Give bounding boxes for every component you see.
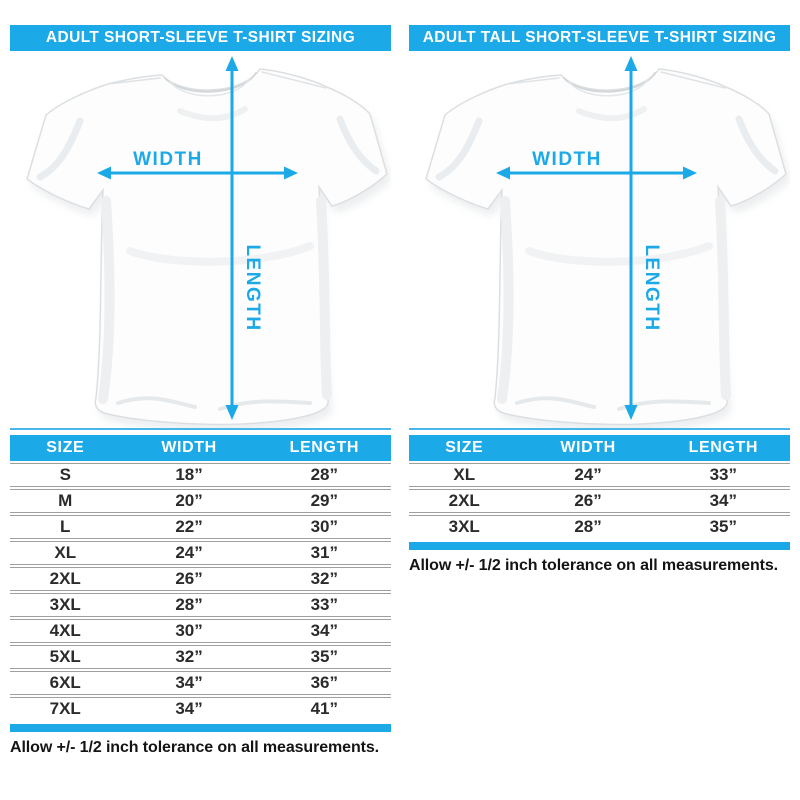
- width-measure-label: WIDTH: [133, 149, 203, 170]
- tshirt-illustration: WIDTH LENGTH: [10, 54, 391, 428]
- table-cell: 30”: [310, 517, 339, 536]
- table-cell: 34”: [310, 621, 339, 640]
- table-cell: 3XL: [49, 595, 81, 614]
- table-header-row: SIZE WIDTH LENGTH: [409, 435, 790, 461]
- table-cell: 36”: [310, 673, 339, 692]
- table-top-rule: [409, 428, 790, 430]
- table-row: 3XL 28” 33”: [10, 593, 391, 617]
- table-cell: XL: [453, 465, 476, 484]
- table-row: S 18” 28”: [10, 463, 391, 487]
- table-row: 7XL 34” 41”: [10, 697, 391, 721]
- tolerance-note: Allow +/- 1/2 inch tolerance on all meas…: [10, 739, 379, 756]
- tshirt-diagram-adult-tall: WIDTH LENGTH: [409, 51, 790, 428]
- table-cell: 5XL: [49, 647, 81, 666]
- table-cell: M: [58, 491, 73, 510]
- table-header-row: SIZE WIDTH LENGTH: [10, 435, 391, 461]
- panel-title-adult: ADULT SHORT-SLEEVE T-SHIRT SIZING: [10, 25, 391, 51]
- table-cell: 34”: [175, 673, 203, 692]
- measurement-arrows: WIDTH LENGTH: [494, 54, 699, 422]
- table-cell: 3XL: [448, 517, 480, 536]
- table-cell: 35”: [709, 517, 738, 536]
- table-cell: XL: [54, 543, 77, 562]
- table-row: XL 24” 31”: [10, 541, 391, 565]
- table-cell: 34”: [709, 491, 738, 510]
- tshirt-graphic: [426, 69, 790, 428]
- table-row: M 20” 29”: [10, 489, 391, 513]
- table-cell: 32”: [310, 569, 339, 588]
- table-cell: 31”: [310, 543, 339, 562]
- table-cell: 35”: [310, 647, 339, 666]
- table-cell: 30”: [175, 621, 203, 640]
- table-row: 5XL 32” 35”: [10, 645, 391, 669]
- length-measure-label: LENGTH: [242, 244, 263, 331]
- table-cell: 26”: [175, 569, 203, 588]
- table-cell: 2XL: [49, 569, 81, 588]
- table-bottom-bar: [409, 542, 790, 550]
- table-row: L 22” 30”: [10, 515, 391, 539]
- column-header: WIDTH: [161, 439, 217, 456]
- table-row: 2XL 26” 32”: [10, 567, 391, 591]
- table-cell: 24”: [175, 543, 203, 562]
- width-measure-label: WIDTH: [532, 149, 602, 170]
- tolerance-note: Allow +/- 1/2 inch tolerance on all meas…: [409, 557, 778, 574]
- column-header: SIZE: [46, 439, 85, 456]
- table-cell: 29”: [310, 491, 339, 510]
- table-bottom-bar: [10, 724, 391, 732]
- table-cell: 28”: [310, 465, 339, 484]
- table-row: XL 24” 33”: [409, 463, 790, 487]
- table-cell: 33”: [310, 595, 339, 614]
- table-cell: 28”: [175, 595, 203, 614]
- tshirt-graphic: [27, 69, 391, 428]
- column-header: LENGTH: [688, 439, 758, 456]
- table-cell: S: [59, 465, 71, 484]
- table-cell: 24”: [574, 465, 602, 484]
- table-cell: 28”: [574, 517, 602, 536]
- table-cell: 4XL: [49, 621, 81, 640]
- table-cell: 6XL: [49, 673, 81, 692]
- table-row: 4XL 30” 34”: [10, 619, 391, 643]
- table-cell: 32”: [175, 647, 203, 666]
- table-cell: 7XL: [49, 699, 81, 718]
- panel-title-adult-tall: ADULT TALL SHORT-SLEEVE T-SHIRT SIZING: [409, 25, 790, 51]
- table-top-rule: [10, 428, 391, 430]
- table-cell: 18”: [175, 465, 203, 484]
- table-cell: 2XL: [448, 491, 480, 510]
- table-cell: L: [60, 517, 71, 536]
- size-table-adult: SIZE WIDTH LENGTH S 18” 28” M 20” 29” L 22” 30” XL 24…: [10, 435, 391, 723]
- size-table-adult-tall: SIZE WIDTH LENGTH XL 24” 33” 2XL 26” 34” 3XL 28” 35…: [409, 435, 790, 541]
- panel-adult: ADULT SHORT-SLEEVE T-SHIRT SIZING: [10, 25, 391, 800]
- table-cell: 34”: [175, 699, 203, 718]
- measurement-arrows: WIDTH LENGTH: [95, 54, 300, 422]
- table-cell: 26”: [574, 491, 602, 510]
- table-cell: 20”: [175, 491, 203, 510]
- length-measure-label: LENGTH: [641, 244, 662, 331]
- column-header: WIDTH: [560, 439, 616, 456]
- table-row: 6XL 34” 36”: [10, 671, 391, 695]
- tshirt-diagram-adult: WIDTH LENGTH: [10, 51, 391, 428]
- table-cell: 22”: [175, 517, 203, 536]
- table-row: 3XL 28” 35”: [409, 515, 790, 539]
- panel-adult-tall: ADULT TALL SHORT-SLEEVE T-SHIRT SIZING W…: [409, 25, 790, 800]
- table-cell: 41”: [310, 699, 339, 718]
- column-header: LENGTH: [289, 439, 359, 456]
- column-header: SIZE: [445, 439, 484, 456]
- table-row: 2XL 26” 34”: [409, 489, 790, 513]
- table-cell: 33”: [709, 465, 738, 484]
- tshirt-illustration: WIDTH LENGTH: [409, 54, 790, 428]
